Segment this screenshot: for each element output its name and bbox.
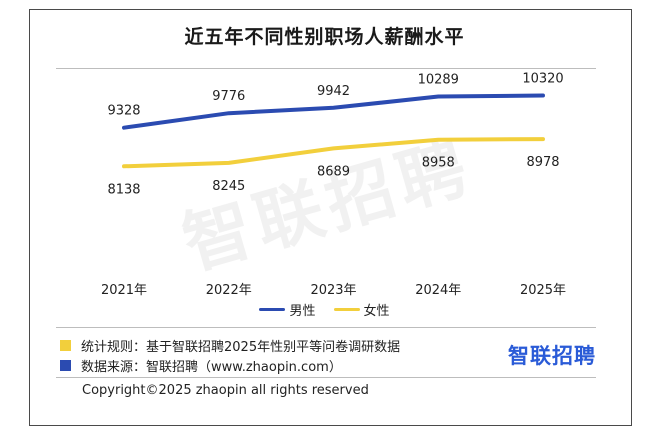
footer-divider [56,327,596,328]
data-label-male: 9776 [212,89,245,104]
data-label-female: 8138 [107,182,140,197]
x-tick-label: 2023年 [310,283,356,298]
legend-swatch-male [259,308,286,311]
series-line-male [122,93,545,130]
legend-label-male: 男性 [289,304,316,319]
x-tick-label: 2022年 [206,283,252,298]
data-label-male: 9328 [107,104,140,119]
legend-item-female: 女性 [333,300,390,319]
chart-legend: 男性 女性 [0,300,649,319]
x-tick-label: 2025年 [520,283,566,298]
note-marker-yellow [60,340,71,351]
data-label-female: 8958 [422,156,455,171]
legend-label-female: 女性 [363,304,390,319]
data-label-male: 10289 [418,73,459,88]
series-line-female [122,137,545,169]
series-layer [122,93,545,169]
data-label-male: 9942 [317,84,350,99]
copyright-divider [56,377,596,378]
x-tick-label: 2021年 [101,283,147,298]
note-statistics-rule: 统计规则：基于智联招聘2025年性别平等问卷调研数据 [60,336,400,355]
note-marker-blue [60,360,71,371]
chart-frame [29,9,632,426]
data-label-female: 8978 [526,155,559,170]
data-label-female: 8245 [212,179,245,194]
data-label-male: 10320 [522,72,563,87]
x-axis-labels: 2021年 2022年 2023年 2024年 2025年 [101,283,566,298]
copyright-text: Copyright©2025 zhaopin all rights reserv… [82,383,369,398]
legend-swatch-female [333,308,360,311]
chart-title: 近五年不同性别职场人薪酬水平 [184,26,465,48]
legend-item-male: 男性 [259,300,316,319]
data-label-female: 8689 [317,164,350,179]
brand-logo: 智联招聘 [508,344,596,368]
data-label-layer: 9328 9776 9942 10289 10320 8138 8245 8689 8958 89… [107,72,563,198]
note-data-source: 数据来源：智联招聘（www.zhaopin.com） [60,356,342,375]
title-divider [56,68,596,69]
line-chart: 9328 9776 9942 10289 10320 8138 8245 8689 8958 89… [101,72,566,298]
note-source-text: 数据来源：智联招聘（www.zhaopin.com） [81,360,342,375]
x-tick-label: 2024年 [415,283,461,298]
note-statistics-text: 统计规则：基于智联招聘2025年性别平等问卷调研数据 [81,340,401,355]
